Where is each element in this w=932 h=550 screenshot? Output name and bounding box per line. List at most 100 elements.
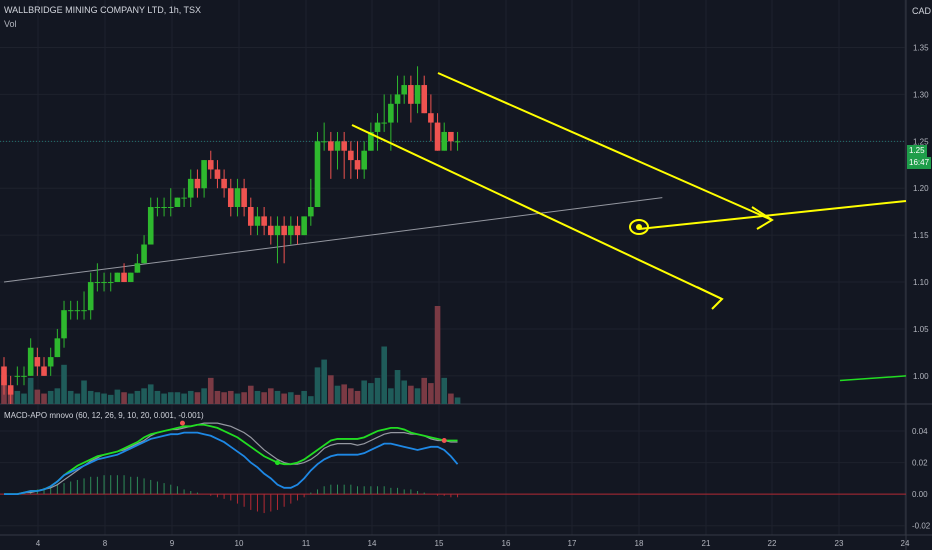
volume-bar [181,393,187,404]
candle [101,272,107,292]
arrow-right-line [638,200,907,230]
candle-body [274,225,281,236]
volume-bar [301,390,307,404]
volume-bar [214,390,221,404]
volume-bar [234,393,241,404]
volume-bar [201,388,207,404]
candle-body [294,225,301,236]
price-axis-label: 1.25 [913,137,929,146]
volume-bar [127,393,134,404]
volume-bar [441,377,448,404]
candle-body [87,282,94,311]
candle [207,150,214,179]
candle [141,235,147,264]
candle-body [227,188,234,207]
candle [61,300,67,348]
candle-body [308,207,314,217]
volume-bar [408,385,414,404]
volume-bar [227,390,234,404]
candle-body [388,103,394,123]
candle [434,113,441,151]
volume-bar [268,388,274,404]
candle-body [301,216,307,236]
candle [374,113,381,151]
candle-body [374,122,381,132]
candle [181,188,187,207]
green-indicator-stub [839,375,907,382]
volume-bar [328,375,334,404]
price-axis-label: 1.20 [913,184,929,193]
candle-body [341,141,347,151]
cross-dot-red [179,420,185,426]
candle-body [47,357,54,367]
macd-axis-label: 0.02 [912,459,928,468]
volume-bar [288,392,294,404]
candle-body [328,141,334,151]
candle-body [114,272,121,283]
candle [87,272,94,320]
candles [1,66,461,404]
volume-bar [121,392,127,404]
candle [114,272,121,283]
candle-body [167,207,174,208]
candle-body [94,282,101,284]
volume-bar [241,392,247,404]
candle-body [314,141,321,207]
candle-body [281,225,287,236]
time-axis-label: 22 [768,539,777,548]
yellow-annotations[interactable] [351,72,907,310]
candle-body [181,197,187,199]
candle-body [207,160,214,170]
volume-bar [74,393,81,404]
volume-bar [341,384,347,404]
volume-bar [207,377,214,404]
candle [448,131,454,151]
candle [201,160,207,198]
arrow-lower [351,124,723,300]
gray-trendline[interactable] [3,197,663,283]
candle-body [154,207,161,208]
candle [7,375,14,404]
time-axis-label: 16 [502,539,511,548]
candle [14,366,21,386]
candle [41,357,47,376]
candle [294,216,301,245]
candle [194,169,201,198]
macd-legend: MACD-APO mnovo (60, 12, 26, 9, 10, 20, 0… [4,411,204,420]
candle [408,75,414,123]
arrow-lower-head [696,286,724,310]
macd-pane [0,375,907,514]
volume-bar [348,388,354,404]
candle-body [247,207,254,226]
volume-bar [174,392,181,404]
volume-bar [354,390,361,404]
candle-body [261,216,267,226]
volume-bar [47,390,54,404]
candle-body [141,244,147,264]
eye-marker-icon [629,219,649,235]
candle [47,347,54,376]
candle-body [414,85,421,104]
volume-bar [61,364,67,404]
price-axis-label: 1.15 [913,231,929,240]
candle-body [221,178,227,189]
time-axis-label: 17 [568,539,577,548]
candle-body [107,282,114,284]
candle [328,131,334,179]
macd-apo-line [4,431,459,496]
candle-body [454,141,461,143]
volume-bar [101,393,107,404]
volume-bar [141,388,147,404]
currency-label[interactable]: CAD [912,6,932,16]
time-axis-label: 10 [235,539,244,548]
candle [154,197,161,217]
candle-body [394,94,401,104]
price-axis-label: 1.10 [913,278,929,287]
volume-bar [107,394,114,404]
volume-bar [114,389,121,404]
time-axis-label: 15 [435,539,444,548]
candle-body [81,310,87,312]
volume-bar [27,377,34,404]
